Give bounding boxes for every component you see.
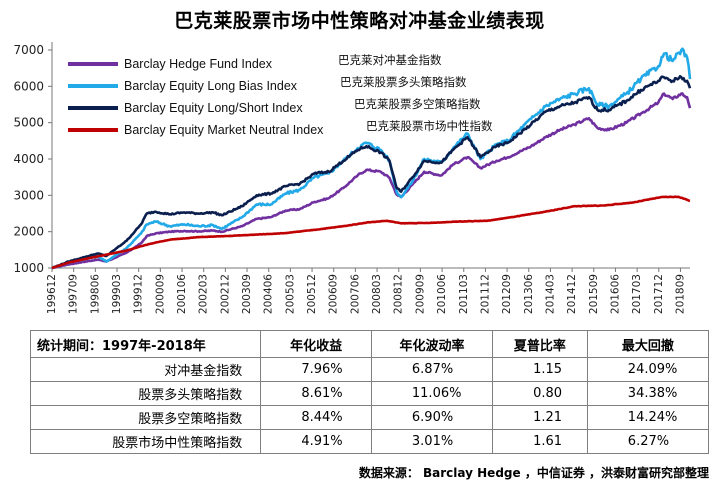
y-tick-label: 1000 (13, 261, 44, 275)
table-cell: 6.90% (370, 405, 494, 430)
table-row: 对冲基金指数 7.96% 6.87% 1.15 24.09% (29, 357, 710, 382)
legend-label-cn: 巴克莱股票市场中性指数 (366, 119, 493, 133)
table-cell: 8.44% (260, 405, 372, 430)
table-cell: 对冲基金指数 (29, 357, 262, 382)
table-header-cell: 年化波动率 (370, 330, 494, 358)
x-tick-label: 200706 (349, 274, 361, 314)
table-cell: 4.91% (260, 429, 372, 454)
x-tick-label: 201809 (674, 274, 686, 314)
table-row: 股票多空策略指数 8.44% 6.90% 1.21 14.24% (29, 405, 710, 430)
y-tick-label: 7000 (13, 43, 44, 57)
y-tick-label: 5000 (13, 116, 44, 130)
x-tick-label: 201306 (523, 274, 535, 314)
x-tick-label: 201509 (588, 274, 600, 314)
legend-label: Barclay Equity Market Neutral Index (124, 123, 324, 137)
legend-label-cn: 巴克莱对冲基金指数 (338, 53, 442, 67)
table-cell: 7.96% (260, 357, 372, 382)
x-tick-label: 200203 (198, 274, 210, 314)
x-tick-label: 201112 (479, 274, 491, 314)
x-tick-label: 199709 (68, 274, 80, 314)
x-tick-label: 201712 (653, 274, 665, 314)
y-tick-label: 2000 (13, 225, 44, 239)
table-cell: 14.24% (586, 405, 710, 430)
x-tick-label: 200106 (176, 274, 188, 314)
table-cell: 6.27% (586, 429, 710, 454)
x-tick-label: 199612 (46, 274, 58, 314)
table-header-cell: 统计期间：1997年-2018年 (29, 330, 262, 358)
x-tick-label: 200406 (263, 274, 275, 314)
x-tick-label: 201209 (501, 274, 513, 314)
y-tick-label: 6000 (13, 79, 44, 93)
table-cell: 股票多空策略指数 (29, 405, 262, 430)
x-tick-label: 200803 (371, 274, 383, 314)
table-cell: 1.15 (492, 357, 588, 382)
stats-table: 统计期间：1997年-2018年 年化收益 年化波动率 夏普比率 最大回撤 对冲基金指数… (29, 330, 710, 454)
legend-label: Barclay Hedge Fund Index (124, 57, 273, 71)
x-tick-label: 200812 (393, 274, 405, 314)
source-note: 数据来源： Barclay Hedge ，中信证券 ，洪泰财富研究部整理 (358, 466, 709, 480)
x-tick-label: 200909 (414, 274, 426, 314)
table-cell: 股票多头策略指数 (29, 381, 262, 406)
chart-series (51, 47, 692, 270)
series-line-4 (51, 195, 691, 270)
table-cell: 24.09% (586, 357, 710, 382)
table-header-cell: 年化收益 (260, 330, 372, 358)
y-tick-label: 3000 (13, 188, 44, 202)
chart-legend: Barclay Hedge Fund Index 巴克莱对冲基金指数 Barclay… (68, 53, 493, 137)
table-row: 股票市场中性策略指数 4.91% 3.01% 1.61 6.27% (29, 429, 710, 454)
table-cell: 34.38% (586, 381, 710, 406)
x-tick-label: 200503 (284, 274, 296, 314)
table-cell: 8.61% (260, 381, 372, 406)
table-cell: 3.01% (370, 429, 494, 454)
series-line-2 (51, 47, 692, 270)
series-line-3 (51, 75, 692, 270)
x-tick-label: 200512 (306, 274, 318, 314)
x-tick-label: 200309 (241, 274, 253, 314)
legend-label-cn: 巴克莱股票多空策略指数 (354, 97, 481, 111)
x-tick-label: 199806 (89, 274, 101, 314)
table-cell: 1.21 (492, 405, 588, 430)
table-cell: 11.06% (370, 381, 494, 406)
chart-axes: 1000 2000 3000 4000 5000 6000 7000 199612 199709… (13, 42, 690, 314)
y-tick-label: 4000 (13, 152, 44, 166)
x-tick-label: 201103 (458, 274, 470, 314)
line-chart: 1000 2000 3000 4000 5000 6000 7000 199612 199709… (13, 42, 692, 314)
table-cell: 1.61 (492, 429, 588, 454)
legend-label: Barclay Equity Long Bias Index (124, 79, 298, 93)
legend-label: Barclay Equity Long/Short Index (124, 101, 303, 115)
table-header-cell: 最大回撤 (586, 330, 710, 358)
table-cell: 股票市场中性策略指数 (29, 429, 262, 454)
series-line-1 (51, 92, 692, 270)
x-tick-label: 199912 (133, 274, 145, 314)
x-tick-label: 201403 (544, 274, 556, 314)
x-tick-label: 201606 (609, 274, 621, 314)
table-header-cell: 夏普比率 (492, 330, 588, 358)
table-cell: 6.87% (370, 357, 494, 382)
x-tick-label: 200212 (219, 274, 231, 314)
x-tick-label: 201412 (566, 274, 578, 314)
x-tick-label: 200009 (154, 274, 166, 314)
table-body: 对冲基金指数 7.96% 6.87% 1.15 24.09% 股票多头策略指数 8.61% 1… (29, 357, 710, 454)
table-cell: 0.80 (492, 381, 588, 406)
table-header-row: 统计期间：1997年-2018年 年化收益 年化波动率 夏普比率 最大回撤 (29, 330, 710, 358)
table-row: 股票多头策略指数 8.61% 11.06% 0.80 34.38% (29, 381, 710, 406)
chart-title: 巴克莱股票市场中性策略对冲基金业绩表现 (174, 10, 545, 32)
x-tick-label: 200609 (328, 274, 340, 314)
x-tick-label: 201703 (631, 274, 643, 314)
x-tick-label: 201006 (436, 274, 448, 314)
legend-label-cn: 巴克莱股票多头策略指数 (340, 75, 467, 89)
x-tick-label: 199903 (111, 274, 123, 314)
